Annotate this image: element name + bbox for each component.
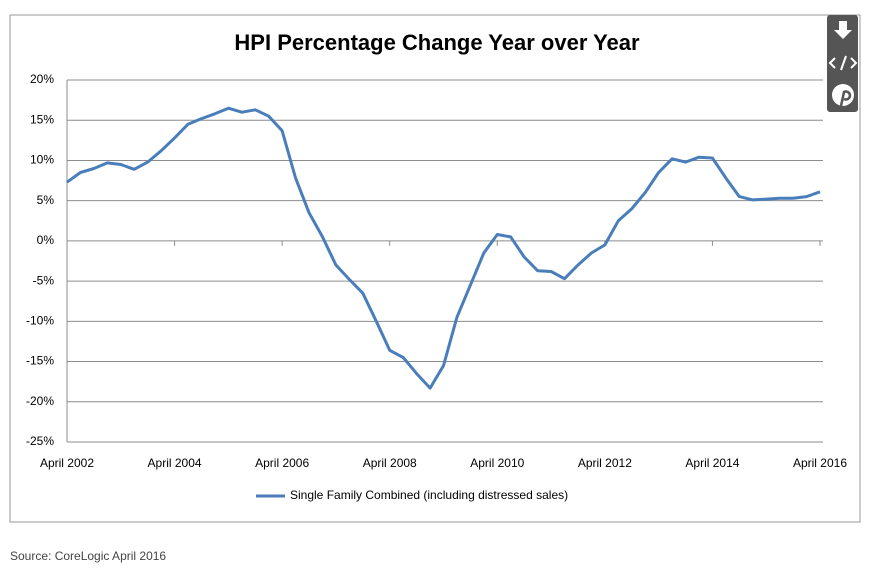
x-tick-label: April 2012 [578, 456, 632, 470]
y-tick-label: 10% [30, 153, 54, 167]
y-tick-label: 20% [30, 72, 54, 86]
y-tick-label: 5% [37, 193, 55, 207]
x-tick-label: April 2014 [685, 456, 739, 470]
x-tick-label: April 2010 [470, 456, 524, 470]
y-tick-label: -10% [26, 314, 54, 328]
x-tick-label: April 2004 [148, 456, 202, 470]
series-line [66, 106, 821, 390]
y-tick-label: 0% [37, 233, 55, 247]
x-tick-label: April 2002 [40, 456, 94, 470]
chart-title: HPI Percentage Change Year over Year [234, 30, 640, 55]
share-toolbar [827, 15, 858, 112]
y-tick-label: -20% [26, 394, 54, 408]
download-icon[interactable] [834, 21, 852, 39]
pinterest-glyph [839, 90, 852, 107]
y-tick-label: 15% [30, 112, 54, 126]
y-tick-label: -5% [33, 273, 55, 287]
chart-frame [9, 14, 861, 523]
source-note: Source: CoreLogic April 2016 [10, 549, 166, 563]
y-tick-label: -15% [26, 354, 54, 368]
legend-label: Single Family Combined (including distre… [290, 488, 568, 502]
x-tick-label: April 2008 [363, 456, 417, 470]
x-tick-label: April 2006 [255, 456, 309, 470]
embed-icon[interactable] [828, 55, 858, 71]
y-tick-label: -25% [26, 434, 54, 448]
x-tick-label: April 2016 [793, 456, 847, 470]
